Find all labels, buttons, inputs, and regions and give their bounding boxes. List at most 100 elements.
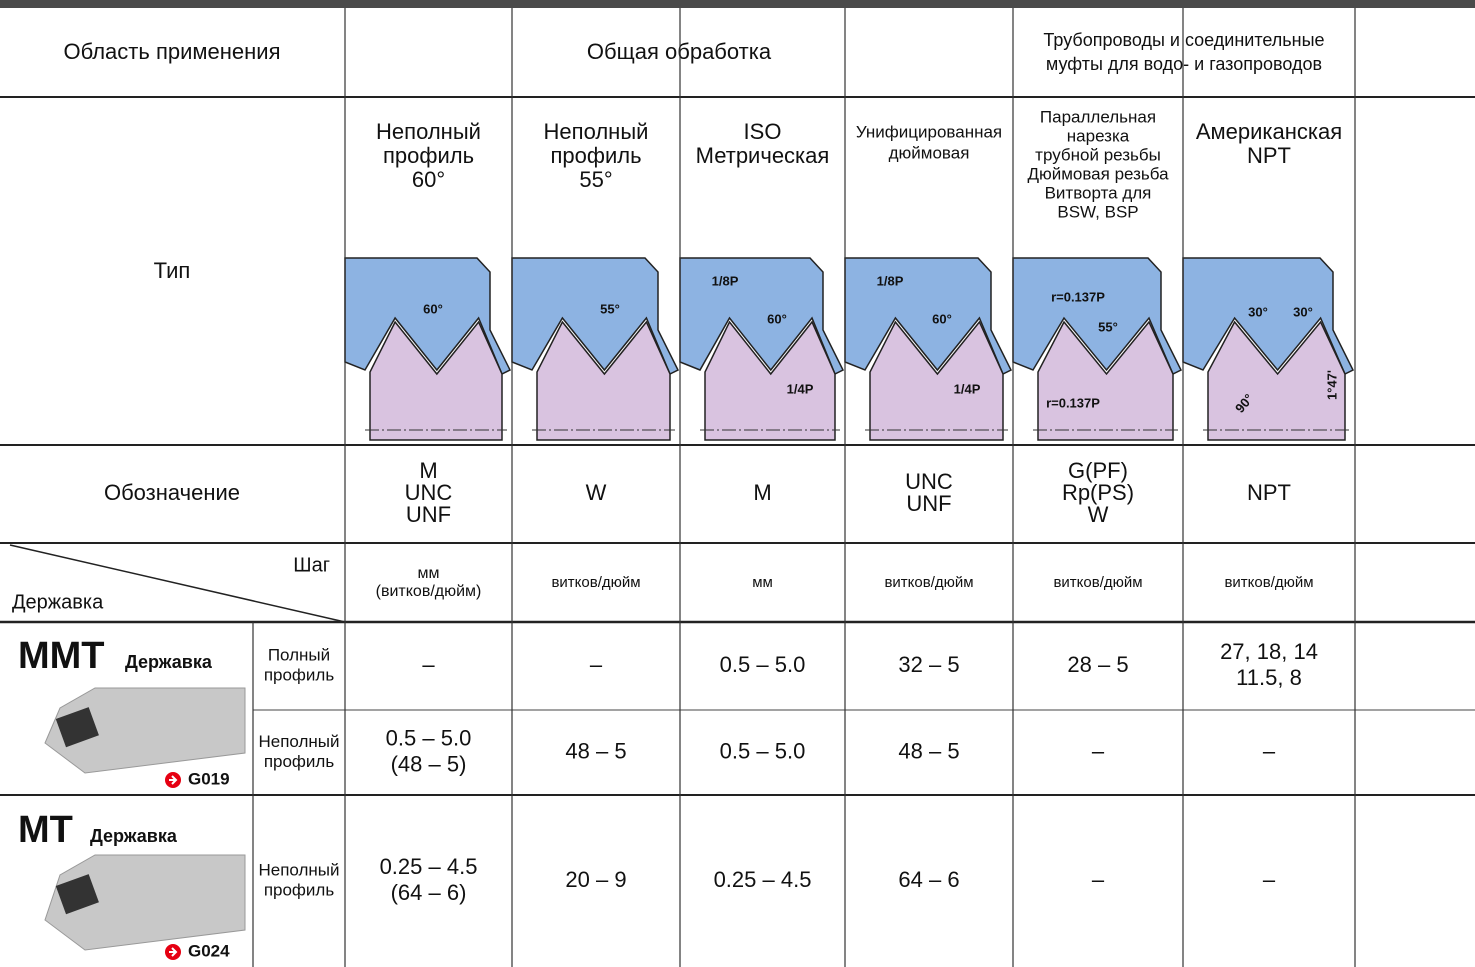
pitch-value: – — [590, 652, 603, 677]
unit: (витков/дюйм) — [376, 583, 482, 600]
diagram-label: 55° — [1098, 319, 1118, 334]
header-cell: Общая обработка — [587, 39, 772, 64]
type-name: Американская — [1196, 119, 1342, 144]
pitch-value: – — [1263, 867, 1276, 892]
designation: UNC — [905, 469, 953, 494]
designation: NPT — [1247, 480, 1291, 505]
pitch-value: 0.25 – 4.5 — [714, 867, 812, 892]
profile: Полный — [268, 645, 330, 664]
diagonal — [9, 544, 346, 623]
header-cell: Трубопроводы и соединительные — [1043, 30, 1324, 50]
ref-arrow — [169, 947, 178, 957]
holder-image — [44, 687, 246, 774]
profile: профиль — [264, 752, 335, 771]
pitch-value: 28 – 5 — [1067, 652, 1128, 677]
type-name: трубной резьбы — [1035, 145, 1161, 164]
tool-shape — [844, 257, 1013, 376]
diagram-label: r=0.137P — [1051, 289, 1105, 304]
type-name: Унифицированная — [856, 122, 1002, 141]
workpiece-shape — [369, 320, 503, 441]
diagram-label: 1/8P — [712, 273, 739, 288]
pitch-value: 0.5 – 5.0 — [720, 738, 806, 763]
type-name: дюймовая — [889, 143, 970, 162]
workpiece-shape — [1037, 320, 1174, 441]
workpiece-shape — [1207, 320, 1346, 441]
pitch-value: – — [1092, 867, 1105, 892]
diagram-label: 55° — [600, 301, 620, 316]
type-name: NPT — [1247, 143, 1291, 168]
pitch-value: (48 – 5) — [391, 751, 467, 776]
diagram-label: r=0.137P — [1046, 395, 1100, 410]
pitch-value: – — [1263, 738, 1276, 763]
type-name: Неполный — [376, 119, 481, 144]
diagram-label: 30° — [1293, 304, 1313, 319]
holder-name: MMT — [18, 635, 105, 677]
pitch-value: 64 – 6 — [898, 867, 959, 892]
diagram-label: 1/4P — [954, 381, 981, 396]
unit: витков/дюйм — [551, 574, 640, 591]
pitch-value: 27, 18, 14 — [1220, 639, 1318, 664]
designation: UNC — [405, 480, 453, 505]
diagram-label: 60° — [423, 301, 443, 316]
diagram-label: 60° — [767, 311, 787, 326]
type-name: профиль — [383, 143, 474, 168]
top-bar — [0, 0, 1475, 8]
diagram-label: 1/4P — [787, 381, 814, 396]
diagram-label: 60° — [932, 311, 952, 326]
type-name: Дюймовая резьба — [1027, 164, 1169, 183]
pitch-value: 0.5 – 5.0 — [386, 725, 472, 750]
holder-name: MT — [18, 809, 73, 851]
pitch-value: (64 – 6) — [391, 880, 467, 905]
type-name: профиль — [550, 143, 641, 168]
designation: M — [419, 458, 437, 483]
unit: витков/дюйм — [1053, 574, 1142, 591]
unit: мм — [752, 574, 773, 591]
pitch-value: 48 – 5 — [565, 738, 626, 763]
pitch-value: 11.5, 8 — [1236, 665, 1302, 690]
designation: W — [1088, 502, 1109, 527]
type-name: ISO — [744, 119, 782, 144]
type-name: 60° — [412, 167, 445, 192]
type-name: Витворта для — [1045, 183, 1152, 202]
unit: витков/дюйм — [1224, 574, 1313, 591]
tool-shape — [511, 257, 680, 376]
holder-suffix: Державка — [125, 652, 213, 672]
workpiece-shape — [536, 320, 671, 441]
designation: UNF — [906, 491, 951, 516]
workpiece-shape — [704, 320, 836, 441]
diagram-label: 30° — [1248, 304, 1268, 319]
tool-shape — [1012, 257, 1183, 376]
pitch-value: 20 – 9 — [565, 867, 626, 892]
designation: G(PF) — [1068, 458, 1128, 483]
pitch-value: – — [422, 652, 435, 677]
header-cell: муфты для водо- и газопроводов — [1046, 54, 1322, 74]
pitch-label: Шаг — [293, 554, 330, 576]
pitch-value: 0.5 – 5.0 — [720, 652, 806, 677]
ref-code: G024 — [188, 941, 230, 960]
designation: UNF — [406, 502, 451, 527]
unit: мм — [418, 565, 440, 582]
designation: Rp(PS) — [1062, 480, 1134, 505]
header-cell: Область применения — [64, 39, 281, 64]
insert-image — [55, 707, 99, 748]
profile: Неполный — [258, 732, 339, 751]
designation: W — [586, 480, 607, 505]
ref-code: G019 — [188, 769, 230, 788]
diagram-label: 1°47' — [1324, 370, 1339, 400]
type-name: BSW, BSP — [1057, 202, 1138, 221]
pitch-value: 0.25 – 4.5 — [380, 854, 478, 879]
profile: профиль — [264, 665, 335, 684]
pitch-value: 48 – 5 — [898, 738, 959, 763]
pitch-value: 32 – 5 — [898, 652, 959, 677]
type-name: Метрическая — [696, 143, 830, 168]
ref-arrow — [169, 775, 178, 785]
designation: M — [753, 480, 771, 505]
tool-shape — [344, 257, 512, 376]
profile: профиль — [264, 880, 335, 899]
holder-label: Державка — [12, 591, 104, 613]
tool-shape — [1182, 257, 1355, 376]
insert-image — [55, 874, 99, 915]
type-name: Неполный — [544, 119, 649, 144]
